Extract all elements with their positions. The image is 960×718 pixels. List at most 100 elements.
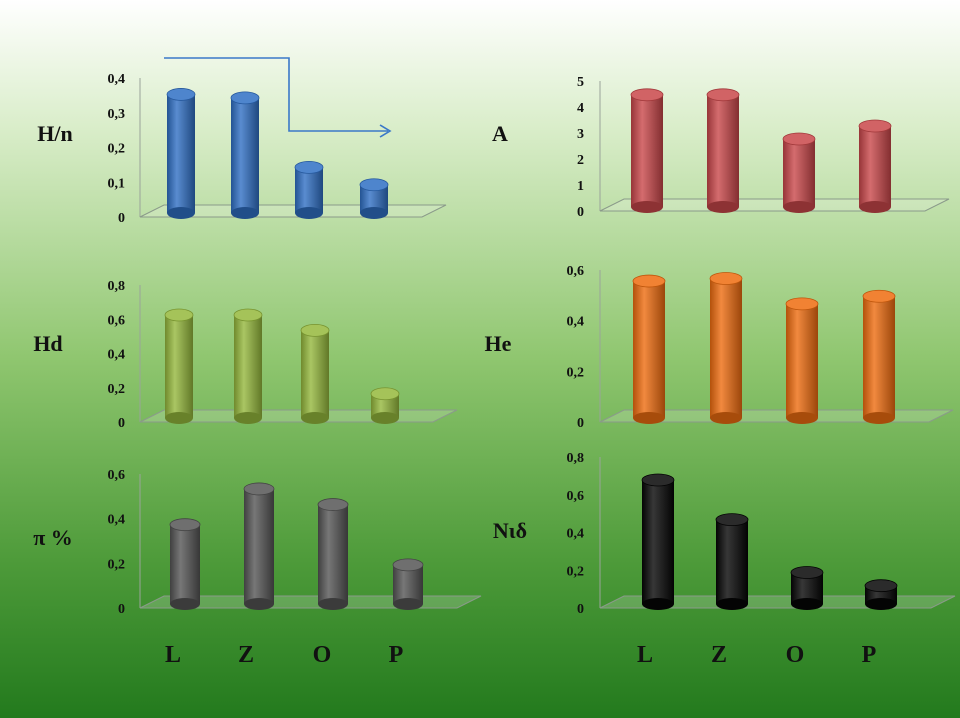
bar-Z	[706, 88, 740, 213]
y-tick-label: 0,6	[108, 313, 126, 328]
bar-body	[170, 524, 200, 604]
bar-body	[295, 167, 323, 213]
bar-base	[865, 598, 897, 610]
chart-panel-6: Nιδ 0 0,2 0,4 0,6 0,8	[493, 451, 956, 617]
bar-base	[170, 598, 200, 610]
bar-O	[785, 297, 819, 424]
y-tick-label: 0	[118, 602, 125, 617]
bar-P	[359, 178, 389, 219]
y-tick-label: 0,1	[108, 176, 126, 191]
category-label-right-Z: Z	[711, 642, 727, 668]
bar-O	[317, 498, 349, 610]
bar-L	[166, 88, 196, 219]
annotation-arrow-line	[164, 57, 388, 132]
y-tick-label: 0,8	[108, 279, 126, 294]
bar-base	[642, 598, 674, 610]
category-label-left-P: P	[389, 642, 404, 668]
bar-body	[710, 278, 742, 418]
bar-top	[294, 160, 324, 174]
bar-base	[244, 598, 274, 610]
bar-body	[631, 94, 663, 207]
bar-base	[295, 207, 323, 219]
bar-base	[301, 412, 329, 424]
bar-top	[392, 558, 424, 572]
chart-panel-5: π % 0 0,2 0,4 0,6	[33, 468, 482, 617]
y-tick-label: 0,3	[108, 107, 126, 122]
category-label-right-P: P	[862, 642, 877, 668]
category-label-right-O: O	[786, 642, 805, 668]
bar-top	[243, 482, 275, 496]
bar-top	[164, 308, 194, 322]
bar-base	[716, 598, 748, 610]
bar-O	[790, 566, 824, 610]
y-tick-label: 0	[577, 602, 584, 617]
bar-top	[632, 274, 666, 288]
y-tick-label: 0,4	[567, 527, 585, 542]
y-tick-label: 0,2	[108, 142, 126, 157]
bar-body	[301, 330, 329, 418]
panel-label-2: A	[492, 121, 508, 146]
chart-panel-4: He 0 0,2 0,4 0,6	[485, 264, 954, 431]
bar-top	[630, 88, 664, 102]
y-tick-label: 0	[577, 416, 584, 431]
bar-base	[318, 598, 348, 610]
bar-base	[710, 412, 742, 424]
bar-top	[858, 119, 892, 133]
bar-body	[859, 126, 891, 207]
bar-top	[233, 308, 263, 322]
panel-label-3: Hd	[33, 331, 62, 356]
bar-base	[863, 412, 895, 424]
bar-body	[318, 504, 348, 604]
bar-top	[317, 498, 349, 511]
bar-body	[783, 139, 815, 207]
bar-top	[370, 387, 400, 401]
bar-base	[859, 201, 891, 213]
y-tick-label: 0,6	[567, 489, 585, 504]
bar-body	[707, 94, 739, 207]
bar-L	[630, 88, 664, 213]
bar-base	[786, 412, 818, 424]
bar-base	[231, 207, 259, 219]
bar-Z	[230, 91, 260, 219]
y-tick-label: 2	[577, 153, 584, 168]
bar-body	[167, 94, 195, 213]
y-tick-label: 0,2	[108, 382, 126, 397]
bar-base	[633, 412, 665, 424]
category-label-left-O: O	[313, 642, 332, 668]
bar-top	[709, 272, 743, 285]
bar-body	[231, 97, 259, 213]
bar-base	[393, 598, 423, 610]
y-tick-label: 0,6	[108, 468, 126, 483]
bar-top	[166, 88, 196, 101]
category-label-right-L: L	[637, 642, 653, 668]
bar-O	[294, 160, 324, 219]
panel-label-4: He	[485, 331, 512, 356]
bar-base	[783, 201, 815, 213]
chart-panel-3: Hd 0 0,2 0,4 0,6 0,8	[33, 279, 458, 431]
bar-L	[641, 473, 675, 610]
y-tick-label: 3	[577, 127, 584, 142]
panel-label-5: π %	[33, 525, 73, 550]
bar-top	[169, 518, 201, 532]
bar-O	[782, 132, 816, 213]
y-tick-label: 0,8	[567, 451, 585, 466]
annotation-arrow-head	[379, 124, 392, 138]
category-label-left-Z: Z	[238, 642, 254, 668]
bar-top	[641, 473, 675, 487]
bar-L	[632, 274, 666, 424]
bar-top	[300, 323, 330, 337]
y-tick-label: 5	[577, 75, 584, 90]
y-tick-label: 0	[577, 205, 584, 220]
bar-P	[370, 387, 400, 424]
y-tick-label: 0,4	[108, 513, 126, 528]
bar-body	[633, 281, 665, 418]
y-tick-label: 0	[118, 416, 125, 431]
y-tick-label: 0,6	[567, 264, 585, 279]
bar-body	[863, 296, 895, 418]
bar-top	[359, 178, 389, 192]
bar-top	[715, 513, 749, 527]
bar-P	[392, 558, 424, 610]
y-tick-label: 0	[118, 211, 125, 226]
bar-Z	[243, 482, 275, 610]
bar-base	[371, 412, 399, 424]
